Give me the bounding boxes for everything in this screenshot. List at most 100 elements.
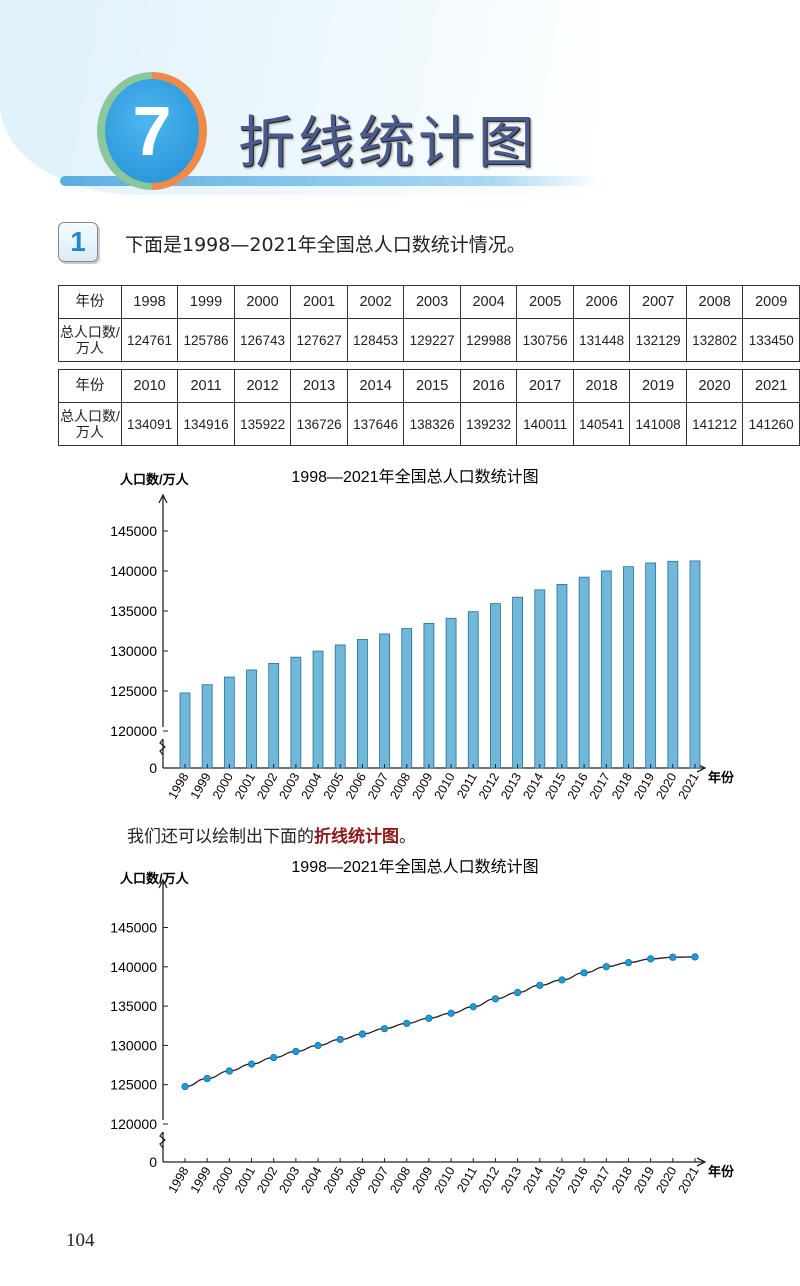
sentence-end: 。 <box>399 827 416 847</box>
y-axis-label: 人口数/万人 <box>120 472 190 487</box>
population-cell: 132129 <box>629 318 687 362</box>
year-cell: 1998 <box>120 285 179 319</box>
sentence: 我们还可以绘制出下面的折线统计图。 <box>127 822 416 847</box>
chart-title: 1998—2021年全国总人口数统计图 <box>291 858 538 876</box>
x-tick-label: 2012 <box>476 1164 502 1195</box>
question-text: 下面是1998—2021年全国总人口数统计情况。 <box>125 234 526 256</box>
year-cell: 2007 <box>629 285 687 319</box>
y-axis-arrow <box>158 878 168 889</box>
page-number: 104 <box>66 1230 95 1251</box>
year-cell: 2004 <box>459 285 518 319</box>
x-tick-label: 2005 <box>321 1164 347 1195</box>
bar <box>689 560 701 769</box>
year-row: 年份 2010 2011 2012 2013 2014 2015 2016 2017 2018 20… <box>58 369 800 403</box>
x-tick-label: 2000 <box>210 1164 236 1195</box>
y-tick-label: 135000 <box>110 603 157 619</box>
chapter-badge: 7 <box>97 72 207 190</box>
year-cell: 2001 <box>290 285 348 319</box>
y-tick-label: 0 <box>149 1154 157 1170</box>
year-cell: 2010 <box>120 369 179 403</box>
data-point <box>624 958 633 967</box>
bar <box>645 562 657 769</box>
y-tick-label: 125000 <box>110 1077 157 1093</box>
population-table-1: 年份 1998 1999 2000 2001 2002 2003 2004 2005 2006 20… <box>58 285 800 362</box>
year-cell: 2016 <box>459 369 518 403</box>
population-cell: 126743 <box>233 318 292 362</box>
y-tick-label: 0 <box>149 760 157 776</box>
year-cell: 2015 <box>403 369 461 403</box>
data-point <box>558 976 566 984</box>
bar <box>379 633 390 769</box>
population-cell: 124761 <box>120 318 179 362</box>
data-point <box>380 1025 389 1033</box>
year-row: 年份 1998 1999 2000 2001 2002 2003 2004 2005 2006 20… <box>58 285 800 319</box>
population-cell: 135922 <box>233 402 292 446</box>
y-tick-label: 140000 <box>110 959 157 975</box>
year-cell: 2017 <box>516 369 574 403</box>
population-cell: 134091 <box>120 402 179 446</box>
bar <box>445 617 457 769</box>
x-tick-label: 2019 <box>631 1164 657 1195</box>
bar <box>423 622 435 769</box>
bar <box>490 603 501 769</box>
year-cell: 2006 <box>572 285 631 319</box>
year-cell: 2005 <box>516 285 574 319</box>
x-tick-label: 2016 <box>565 1164 591 1195</box>
year-cell: 2013 <box>290 369 348 403</box>
data-point <box>270 1053 278 1062</box>
x-tick-label: 2021 <box>676 770 702 800</box>
bar <box>534 589 546 769</box>
x-tick-label: 2018 <box>609 1164 635 1195</box>
data-point <box>514 988 522 997</box>
year-cell: 2009 <box>742 285 800 319</box>
data-point <box>691 953 699 961</box>
bar <box>334 644 346 769</box>
population-cell: 133450 <box>742 318 800 362</box>
x-tick-label: 2014 <box>520 1164 546 1195</box>
population-cell: 129988 <box>459 318 518 362</box>
x-tick-label: 2013 <box>498 1164 524 1195</box>
bar <box>600 570 612 769</box>
x-tick-label: 2003 <box>276 1164 302 1195</box>
bar <box>268 662 280 769</box>
row-header: 总人口数/万人 <box>58 402 122 446</box>
data-point <box>602 963 610 971</box>
population-cell: 128453 <box>346 318 405 362</box>
data-point <box>647 955 655 963</box>
x-tick-label: 2021 <box>676 1164 702 1195</box>
population-cell: 141212 <box>685 402 744 446</box>
year-cell: 2018 <box>572 369 631 403</box>
population-cell: 139232 <box>459 402 518 446</box>
data-point <box>669 953 677 961</box>
x-tick-label: 2015 <box>543 1164 569 1195</box>
row-header: 年份 <box>58 285 122 319</box>
population-cell: 125786 <box>177 318 235 362</box>
x-tick-label: 2017 <box>587 1164 613 1195</box>
population-row: 总人口数/万人 124761 125786 126743 127627 128453 129… <box>58 318 800 362</box>
chapter-title: 折线统计图 <box>238 111 538 176</box>
year-cell: 2008 <box>685 285 744 319</box>
y-tick-label: 120000 <box>110 723 157 739</box>
data-point <box>336 1035 344 1044</box>
bar <box>356 639 368 769</box>
bar <box>401 628 413 769</box>
y-tick-label: 130000 <box>110 1037 157 1053</box>
year-cell: 2021 <box>742 369 800 403</box>
population-cell: 138326 <box>403 402 461 446</box>
x-tick-label: 2002 <box>254 1164 280 1195</box>
population-cell: 136726 <box>290 402 348 446</box>
data-point <box>225 1067 233 1075</box>
year-cell: 2020 <box>685 369 744 403</box>
x-tick-label: 2001 <box>232 1164 258 1195</box>
data-point <box>469 1003 477 1011</box>
data-point <box>447 1009 455 1017</box>
question-number: 1 <box>58 222 98 262</box>
x-axis-label: 年份 <box>708 770 735 785</box>
y-axis-arrow <box>158 493 168 504</box>
axis-break-mark <box>159 738 166 756</box>
y-tick-label: 145000 <box>110 920 157 936</box>
chart-title: 1998—2021年全国总人口数统计图 <box>291 468 538 486</box>
data-point <box>491 995 500 1003</box>
data-point <box>358 1030 366 1038</box>
